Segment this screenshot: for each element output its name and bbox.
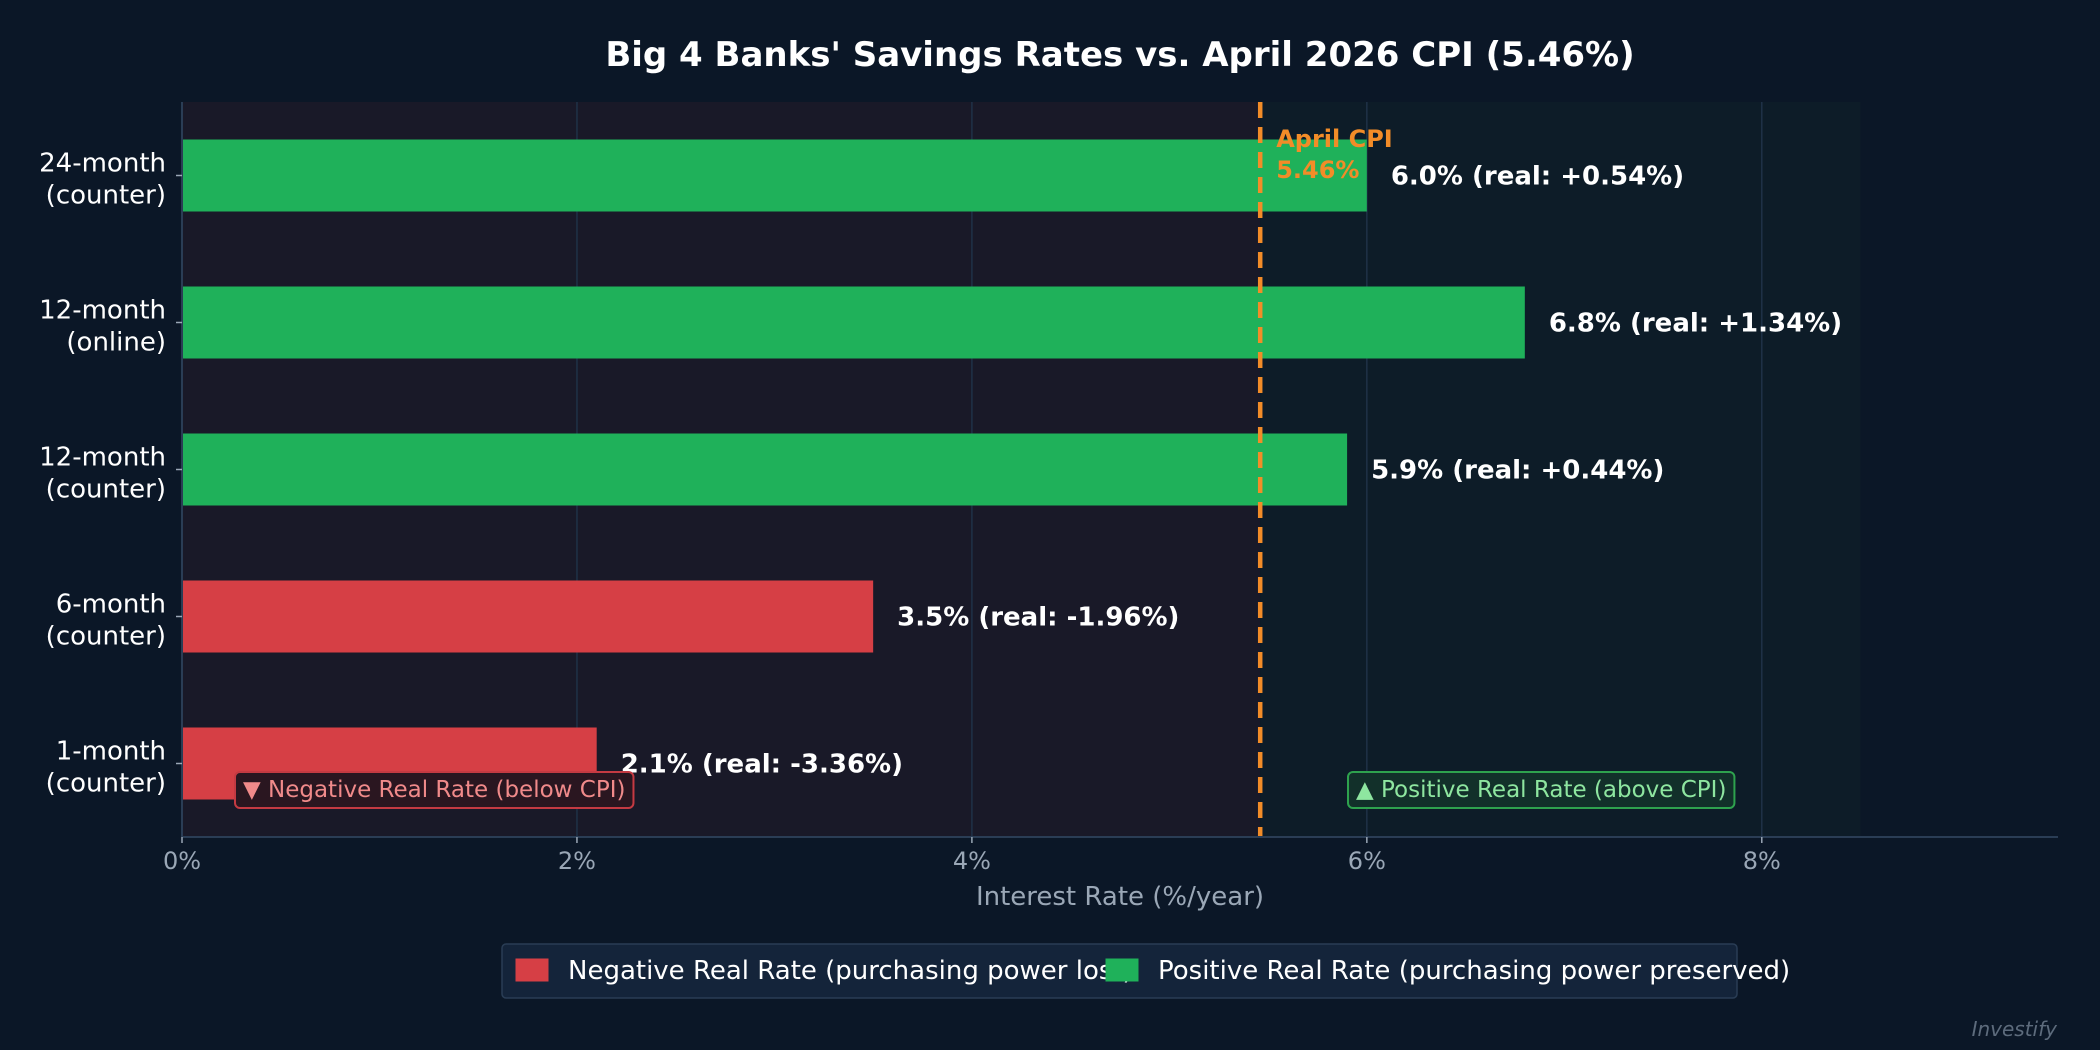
legend-swatch bbox=[1105, 958, 1139, 982]
x-tick-label: 2% bbox=[558, 847, 596, 875]
cpi-value-label: 5.46% bbox=[1276, 156, 1359, 184]
cpi-reference: April CPI 5.46% bbox=[1257, 102, 1393, 837]
bar bbox=[182, 580, 874, 653]
x-axis-label: Interest Rate (%/year) bbox=[976, 882, 1264, 912]
bar-value-label: 6.8% (real: +1.34%) bbox=[1549, 309, 1842, 339]
bar-value-label: 3.5% (real: -1.96%) bbox=[897, 603, 1179, 633]
bar bbox=[182, 139, 1367, 212]
positive-zone-label-text: ▲ Positive Real Rate (above CPI) bbox=[1356, 777, 1726, 803]
watermark: Investify bbox=[1972, 1017, 2059, 1041]
y-tick-label: 12-month (online) bbox=[39, 296, 166, 358]
y-axis: 24-month (counter) 12-month (online) 12-mont… bbox=[39, 102, 183, 837]
legend: Negative Real Rate (purchasing power los… bbox=[501, 943, 1790, 999]
y-tick-label: 24-month (counter) bbox=[39, 149, 166, 211]
legend-label: Positive Real Rate (purchasing power pre… bbox=[1158, 956, 1790, 986]
chart-title: Big 4 Banks' Savings Rates vs. April 202… bbox=[605, 35, 1634, 75]
y-tick-label: 6-month (counter) bbox=[46, 590, 166, 652]
zone-labels: ▼ Negative Real Rate (below CPI) ▲ Positi… bbox=[234, 771, 1736, 809]
x-axis: 0% 2% 4% 6% 8% bbox=[163, 836, 2058, 875]
legend-swatch bbox=[515, 958, 549, 982]
legend-label: Negative Real Rate (purchasing power los… bbox=[568, 956, 1133, 986]
x-tick-label: 4% bbox=[953, 847, 991, 875]
negative-zone-label: ▼ Negative Real Rate (below CPI) bbox=[234, 771, 635, 809]
bar-value-label: 5.9% (real: +0.44%) bbox=[1371, 456, 1664, 486]
cpi-label: April CPI bbox=[1276, 125, 1393, 153]
bar-value-label: 6.0% (real: +0.54%) bbox=[1391, 162, 1684, 192]
bar-labels: 6.0% (real: +0.54%) 6.8% (real: +1.34%) 5.… bbox=[621, 162, 1842, 780]
y-tick-label: 12-month (counter) bbox=[39, 443, 166, 505]
negative-zone-label-box bbox=[234, 771, 635, 809]
negative-zone-label-text: ▼ Negative Real Rate (below CPI) bbox=[243, 777, 625, 803]
x-tick-label: 6% bbox=[1348, 847, 1386, 875]
y-tick-label: 1-month (counter) bbox=[46, 737, 166, 799]
bar-value-label: 2.1% (real: -3.36%) bbox=[621, 750, 903, 780]
bar bbox=[182, 433, 1348, 506]
positive-zone-label-box bbox=[1347, 771, 1736, 809]
positive-zone-bg bbox=[1260, 102, 1861, 837]
x-tick-label: 0% bbox=[163, 847, 201, 875]
bar bbox=[182, 286, 1525, 359]
x-tick-label: 8% bbox=[1743, 847, 1781, 875]
positive-zone-label: ▲ Positive Real Rate (above CPI) bbox=[1347, 771, 1736, 809]
